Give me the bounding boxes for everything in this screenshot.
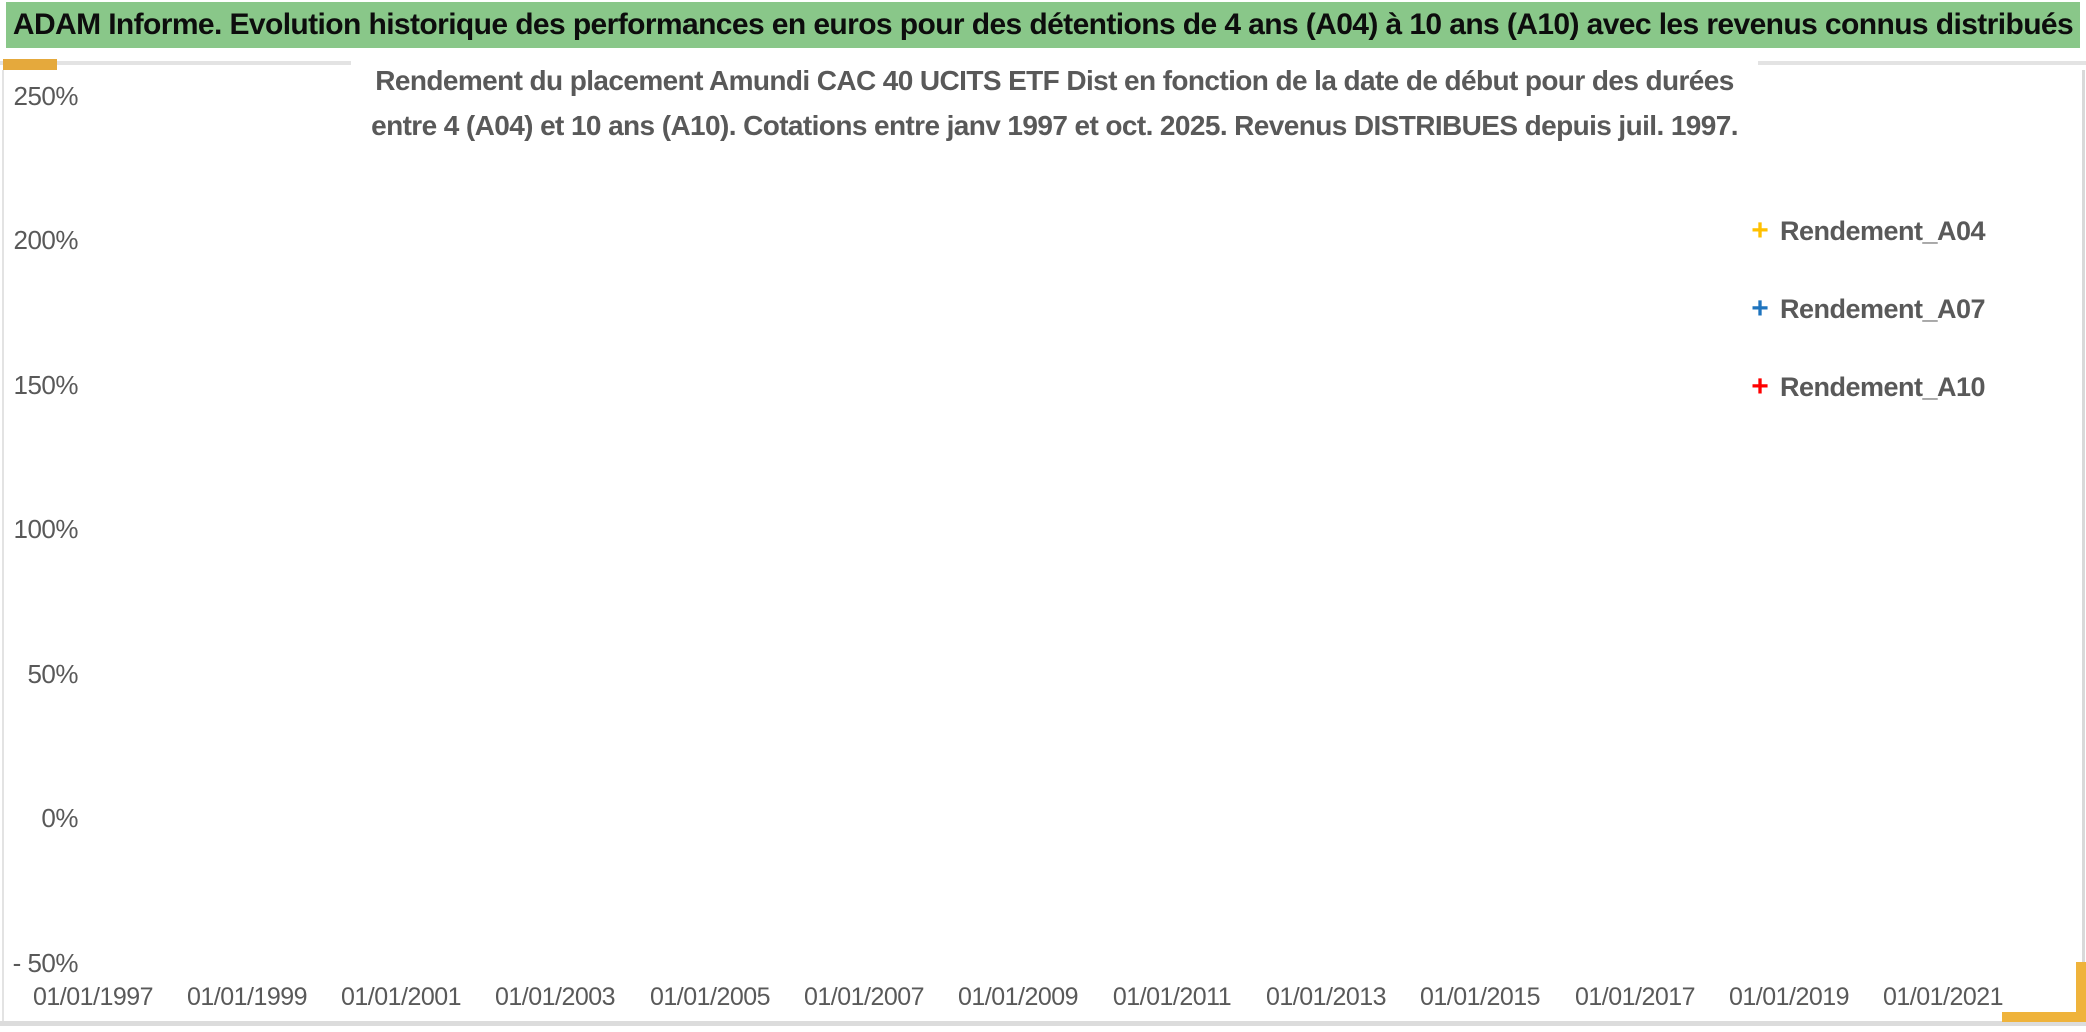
x-tick-2011: 01/01/2011 [1112, 983, 1232, 1011]
legend-item-a07: + Rendement_A07 [1740, 270, 2040, 348]
plus-marker-a10-icon: + [1751, 370, 1769, 403]
x-tick-2005: 01/01/2005 [649, 983, 771, 1011]
x-tick-1999: 01/01/1999 [186, 983, 308, 1011]
y-tick-0: 0% [41, 803, 78, 833]
legend-label-a04: Rendement_A04 [1780, 215, 1986, 246]
x-tick-2015: 01/01/2015 [1419, 983, 1541, 1011]
page-title: ADAM Informe. Evolution historique des p… [12, 8, 2074, 41]
header-divider [0, 61, 2086, 65]
x-tick-2019: 01/01/2019 [1728, 983, 1850, 1011]
x-tick-2003: 01/01/2003 [494, 983, 616, 1011]
x-tick-2021: 01/01/2021 [1882, 983, 2004, 1011]
legend-item-a04: + Rendement_A04 [1740, 192, 2040, 270]
x-tick-2017: 01/01/2017 [1574, 983, 1696, 1011]
y-tick-100: 100% [13, 514, 79, 544]
legend-item-a10: + Rendement_A10 [1740, 348, 2040, 426]
x-tick-2001: 01/01/2001 [340, 983, 462, 1011]
x-tick-2007: 01/01/2007 [803, 983, 925, 1011]
gold-accent-bottomright-h [2002, 1012, 2086, 1022]
y-tick-minus50: - 50% [12, 948, 79, 978]
legend: + Rendement_A04 + Rendement_A07 + Rendem… [1734, 186, 2040, 432]
y-tick-250: 250% [13, 81, 79, 111]
x-tick-2009: 01/01/2009 [957, 983, 1079, 1011]
gold-accent-bottomright-v [2076, 962, 2086, 1022]
legend-label-a10: Rendement_A10 [1780, 371, 1986, 402]
x-tick-1997: 01/01/1997 [32, 983, 154, 1011]
y-tick-200: 200% [13, 225, 79, 255]
x-tick-2013: 01/01/2013 [1265, 983, 1387, 1011]
plus-marker-a07-icon: + [1751, 292, 1769, 325]
gold-accent-topleft [3, 59, 57, 70]
y-tick-50: 50% [27, 659, 78, 689]
bottom-divider [0, 1021, 2086, 1026]
plus-marker-a04-icon: + [1751, 214, 1769, 247]
legend-label-a07: Rendement_A07 [1780, 293, 1986, 324]
header-bar: ADAM Informe. Evolution historique des p… [6, 2, 2080, 48]
y-tick-150: 150% [13, 370, 79, 400]
